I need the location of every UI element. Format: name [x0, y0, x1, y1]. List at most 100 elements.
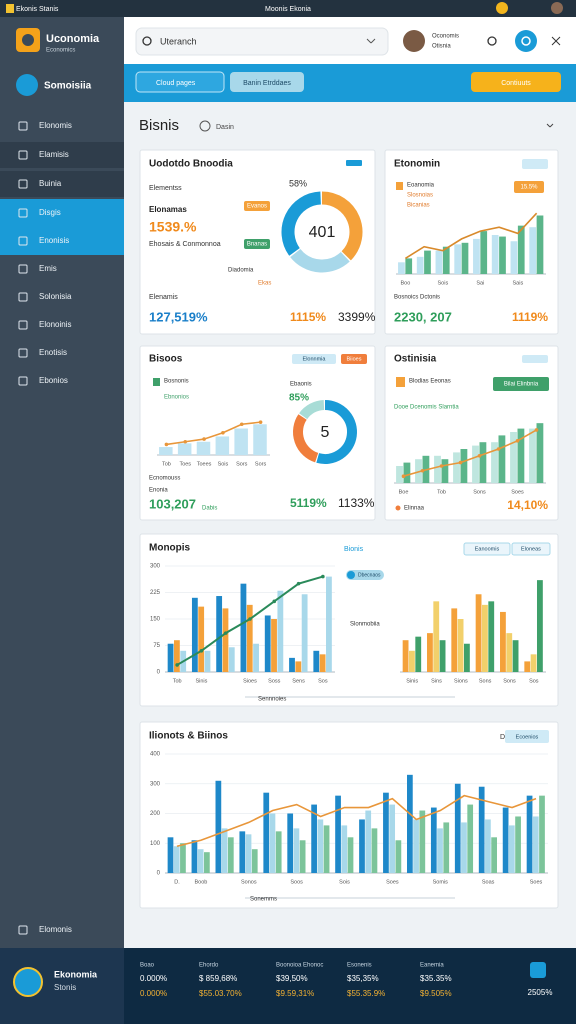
bar [435, 250, 443, 274]
nav-item[interactable]: Ebonios [39, 376, 68, 385]
x-tick-label: Boe [399, 489, 409, 495]
y-tick-label: 400 [150, 752, 161, 758]
x-tick-label: Soss [268, 678, 280, 684]
section-icon [16, 74, 38, 96]
bar [347, 837, 354, 873]
nav-item[interactable]: Emis [39, 264, 57, 273]
y-tick-label: 300 [150, 781, 161, 787]
callout-dot [347, 571, 355, 579]
bar [498, 435, 506, 483]
donut-segment [321, 191, 363, 261]
bar [502, 807, 509, 873]
tab[interactable] [511, 542, 551, 556]
bar [478, 786, 485, 873]
bar [517, 428, 525, 483]
action-button[interactable] [471, 72, 561, 92]
tab[interactable] [292, 354, 336, 364]
footer-stat: $ 859,68% [199, 974, 237, 983]
footer-stat-label: Eanemia [420, 963, 444, 969]
nav-bg [0, 171, 124, 197]
footer-stat-label: Boao [140, 963, 155, 969]
tag: Bnanas [247, 242, 267, 248]
nav-item[interactable]: Buinia [39, 179, 62, 188]
card-title: Etonomin [394, 159, 440, 170]
x-tick-label: Sois [218, 461, 229, 467]
tab-label: Eloneas [521, 546, 541, 552]
bar [480, 231, 488, 274]
bar [532, 816, 539, 873]
legend-item: Bicanias [407, 203, 430, 209]
line-point [164, 442, 169, 447]
line-point [258, 420, 263, 424]
bar [216, 596, 223, 672]
stat: 2230, 207 [394, 309, 452, 324]
x-tick-label: Sai [476, 280, 484, 286]
bar [299, 840, 306, 873]
donut-label: 58% [289, 178, 307, 188]
bar [424, 250, 431, 274]
footer-stat: $9.505% [420, 989, 452, 998]
line-point [420, 468, 425, 473]
line-point [534, 428, 539, 432]
scroll-label: Sennnoies [258, 697, 286, 703]
x-tick-label: Sons [473, 489, 486, 495]
tab[interactable] [341, 354, 367, 364]
x-tick-label: Tob [162, 461, 171, 467]
tab[interactable] [463, 542, 511, 556]
status-text: Ekonis Stanis [16, 6, 59, 13]
bar [409, 650, 415, 672]
bar [246, 604, 253, 672]
bar [271, 619, 277, 672]
search-box[interactable] [135, 27, 389, 56]
bar [275, 831, 282, 873]
stat: 127,519% [149, 309, 208, 324]
footer-stat: $55.03.70% [199, 989, 242, 998]
y-tick-label: 225 [150, 590, 161, 596]
nav-icon [18, 236, 28, 246]
bar [263, 792, 270, 873]
nav-item[interactable]: Solonisia [39, 292, 72, 301]
profile-name: Ekonomia [54, 969, 98, 979]
nav-icon [18, 348, 28, 358]
footer-stat-label: Ehordo [199, 963, 219, 969]
x-tick-label: Sins [431, 678, 442, 684]
status-bar [0, 0, 576, 17]
line-point [458, 460, 463, 465]
x-tick-label: Sais [513, 280, 524, 286]
badge [514, 181, 544, 193]
nav-item[interactable]: Disgis [39, 208, 61, 217]
bar [515, 816, 521, 873]
bar [457, 619, 464, 672]
action-label: Contiuuts [501, 80, 531, 87]
stat-note: Dabis [202, 506, 217, 512]
bar [277, 590, 284, 672]
x-tick-label: Sinis [406, 678, 418, 684]
kpi-note: Ehosais & Conmonnoa [149, 241, 221, 248]
nav-item[interactable]: Elamisis [39, 150, 69, 159]
bar [524, 661, 531, 672]
card-title: Monopis [149, 543, 191, 554]
callout-text: Dbecnaos [358, 572, 381, 578]
bar [475, 594, 482, 672]
tab[interactable] [505, 730, 549, 743]
bar [402, 640, 409, 672]
nav-item[interactable]: Elomonis [39, 925, 72, 934]
legend-item: Dooe Dcenomis Slarntia [394, 405, 459, 411]
nav-item[interactable]: Elonomis [39, 121, 72, 130]
toolbar-button[interactable] [230, 72, 304, 92]
bar [479, 442, 487, 483]
user-name: Oconomis [432, 34, 459, 40]
nav-item[interactable]: Elonoinis [39, 320, 71, 329]
legend-item: Slosnoias [407, 193, 433, 199]
search-text: Uteranch [160, 36, 197, 46]
bar [433, 601, 440, 672]
x-tick-label: Toees [197, 461, 212, 467]
nav-item[interactable]: Enotisis [39, 348, 67, 357]
footer-label: Bosnoics Dctonis [394, 295, 440, 301]
bar [510, 241, 518, 274]
dropdown[interactable] [135, 71, 225, 93]
badge [493, 377, 549, 391]
nav-item[interactable]: Enonisis [39, 236, 69, 245]
bar [313, 650, 320, 672]
